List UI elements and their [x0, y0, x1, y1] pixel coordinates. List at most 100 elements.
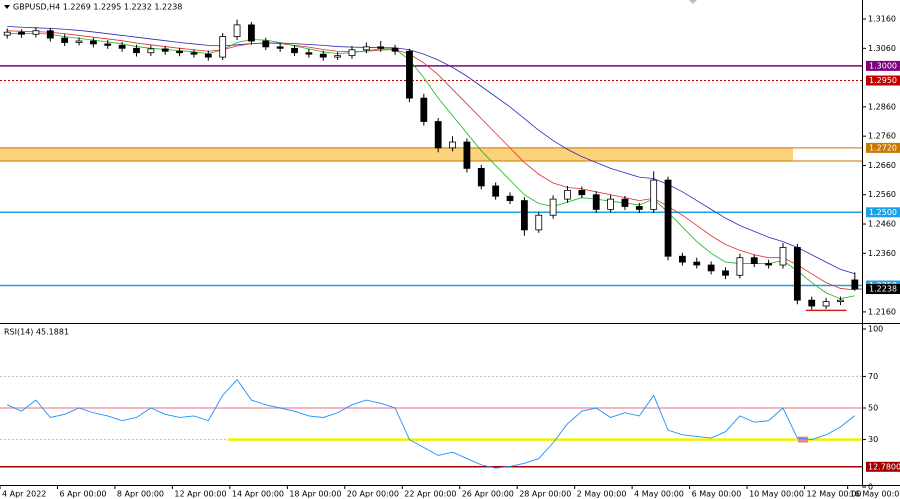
- rsi-line: [7, 378, 856, 469]
- x-tick-label: 22 Apr 00:00: [404, 490, 456, 499]
- candle-body: [32, 30, 40, 35]
- candle-body: [765, 263, 773, 266]
- price-tag-label: 1.3000: [869, 61, 897, 70]
- candle-body: [305, 52, 313, 55]
- y-tick-label: 1.2360: [868, 249, 896, 258]
- x-tick-label: 20 Apr 00:00: [347, 490, 399, 499]
- x-tick-label: 16 May 00:00: [850, 490, 900, 499]
- scroll-icon[interactable]: [689, 0, 697, 4]
- y-tick-label: 1.2160: [868, 307, 896, 316]
- candle-body: [219, 36, 227, 58]
- y-tick-label: 1.3160: [868, 15, 896, 24]
- candle-body: [161, 48, 169, 52]
- moving-average: [7, 30, 855, 291]
- candle-body: [248, 24, 255, 42]
- candle-body: [276, 46, 284, 49]
- candle-body: [18, 31, 25, 35]
- candle-body: [578, 189, 586, 196]
- candle-body: [851, 279, 859, 290]
- x-tick-label: 10 May 00:00: [749, 490, 804, 499]
- candle-body: [564, 189, 571, 200]
- menu-icon[interactable]: [4, 5, 10, 9]
- x-tick-label: 2 May 00:00: [577, 490, 627, 499]
- y-tick-label: 1.2760: [868, 132, 896, 141]
- candle-body: [621, 198, 629, 207]
- rsi-y-tick-label: 50: [868, 404, 878, 413]
- candle-body: [262, 40, 270, 48]
- candle-body: [535, 214, 543, 231]
- candle-body: [362, 46, 370, 51]
- price-tag-label: 1.2720: [869, 143, 897, 152]
- candle-body: [434, 121, 442, 149]
- candle-body: [492, 185, 500, 197]
- x-tick-label: 28 Apr 00:00: [519, 490, 571, 499]
- candle-body: [808, 299, 816, 307]
- price-tag-label: 1.2238: [869, 285, 897, 294]
- moving-average: [7, 32, 855, 300]
- y-tick-label: 1.2660: [868, 161, 896, 170]
- candle-body: [391, 47, 399, 52]
- candle-body: [607, 198, 614, 210]
- candle-body: [664, 179, 672, 257]
- x-tick-label: 18 Apr 00:00: [289, 490, 341, 499]
- price-tag: [866, 60, 900, 71]
- y-tick-label: 1.3060: [868, 44, 896, 53]
- candle-body: [779, 247, 787, 266]
- candle-body: [46, 30, 54, 39]
- candle-body: [650, 179, 658, 210]
- price-tag: [866, 75, 900, 86]
- x-tick-label: 6 May 00:00: [692, 490, 742, 499]
- candle-body: [837, 299, 844, 303]
- price-tag: [866, 142, 900, 153]
- candle-body: [147, 48, 155, 54]
- candle-body: [118, 44, 126, 49]
- candle-body: [722, 270, 729, 276]
- candle-body: [750, 257, 758, 264]
- x-tick-label: 6 Apr 00:00: [59, 490, 106, 499]
- rsi-level-tag-label: 12.7800: [868, 462, 900, 471]
- candle-body: [477, 167, 485, 187]
- candle-body: [233, 24, 241, 38]
- candle-body: [319, 53, 327, 58]
- x-tick-label: 26 Apr 00:00: [462, 490, 514, 499]
- x-tick-label: 12 May 00:00: [807, 490, 862, 499]
- price-tag: [866, 207, 900, 218]
- x-tick-label: 4 Apr 2022: [2, 490, 46, 499]
- candle-body: [176, 50, 183, 54]
- candle-body: [406, 50, 413, 99]
- price-tag-label: 1.2950: [869, 76, 897, 85]
- candle-body: [3, 31, 11, 36]
- y-tick-label: 1.2460: [868, 220, 896, 229]
- candle-body: [592, 194, 600, 210]
- candle-body: [348, 49, 356, 57]
- candle-body: [75, 40, 83, 43]
- rsi-level-tag: [866, 461, 900, 472]
- candle-body: [104, 43, 112, 46]
- rsi-marker: [798, 436, 808, 443]
- x-tick-label: 4 May 00:00: [634, 490, 684, 499]
- x-tick-label: 14 Apr 00:00: [232, 490, 284, 499]
- candle-body: [822, 301, 830, 307]
- candle-body: [204, 53, 212, 58]
- candle-body: [707, 264, 715, 272]
- zone: [0, 147, 793, 162]
- candle-body: [89, 40, 97, 45]
- candle-body: [334, 55, 342, 58]
- candle-body: [449, 141, 456, 149]
- candle-body: [463, 141, 471, 169]
- price-tag: [866, 284, 900, 295]
- candle-body: [377, 46, 385, 49]
- moving-average: [7, 25, 855, 275]
- rsi-title: RSI(14) 45.1881: [4, 328, 69, 337]
- price-tag-label: 1.2500: [869, 208, 897, 217]
- candle-body: [133, 47, 140, 54]
- candle-body: [520, 200, 528, 231]
- rsi-y-tick-label: 0: [868, 483, 873, 492]
- candle-body: [420, 97, 428, 122]
- candle-body: [635, 206, 643, 210]
- candle-body: [693, 261, 701, 266]
- candle-body: [793, 247, 801, 301]
- candle-body: [506, 195, 514, 201]
